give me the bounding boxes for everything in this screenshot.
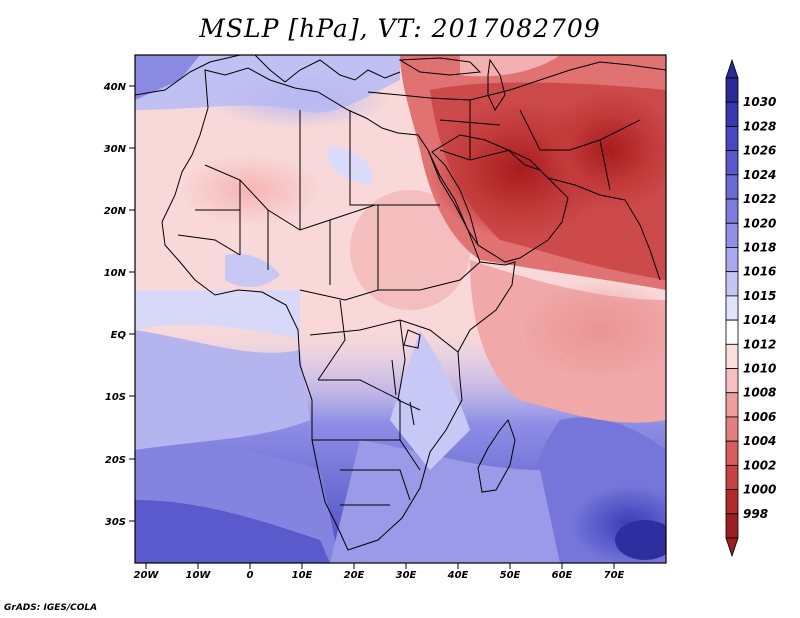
colorbar-swatch xyxy=(725,77,739,103)
lat-tick-40n: 40N xyxy=(103,82,135,93)
colorbar-label: 1016 xyxy=(743,265,776,279)
colorbar-label: 1014 xyxy=(743,313,776,327)
lon-label-10w: 10W xyxy=(186,570,212,581)
colorbar-label: 1030 xyxy=(743,95,776,109)
lon-label-70e: 70E xyxy=(604,570,625,581)
map-frame xyxy=(134,54,667,564)
colorbar-bottom-arrow xyxy=(725,537,739,558)
colorbar-label: 1002 xyxy=(743,458,776,472)
coastlines xyxy=(135,55,666,551)
colorbar-swatch xyxy=(725,198,739,224)
colorbar-swatch xyxy=(725,174,739,200)
lon-label-0: 0 xyxy=(247,570,254,581)
lon-tick-10e: 10E xyxy=(292,563,313,581)
colorbar: 1030 1028 1026 1024 1022 1020 1018 1016 1015 1014… xyxy=(725,58,776,558)
lon-label-10e: 10E xyxy=(292,570,313,581)
lon-tick-60e: 60E xyxy=(552,563,573,581)
colorbar-swatch xyxy=(725,368,739,394)
lon-label-20w: 20W xyxy=(134,570,160,581)
lon-tick-20w: 20W xyxy=(134,563,160,581)
lon-tick-40e: 40E xyxy=(447,563,469,581)
colorbar-swatch xyxy=(725,319,739,345)
colorbar-label: 1024 xyxy=(743,168,776,182)
lat-tick-20n: 20N xyxy=(104,206,135,217)
colorbar-label: 1022 xyxy=(743,192,776,206)
colorbar-label: 1015 xyxy=(743,289,776,303)
lon-label-20e: 20E xyxy=(344,570,365,581)
colorbar-swatch xyxy=(725,513,739,539)
colorbar-swatch xyxy=(725,440,739,466)
lat-label-eq: EQ xyxy=(111,330,127,341)
lat-label-10n: 10N xyxy=(104,268,127,279)
lat-tick-10s: 10S xyxy=(105,392,135,403)
lon-tick-30e: 30E xyxy=(396,563,417,581)
colorbar-swatch xyxy=(725,101,739,127)
colorbar-label: 1028 xyxy=(743,119,776,133)
colorbar-swatch xyxy=(725,464,739,490)
lat-label-20n: 20N xyxy=(104,206,127,217)
lat-tick-eq: EQ xyxy=(111,330,135,341)
colorbar-label: 1018 xyxy=(743,240,776,254)
lon-tick-70e: 70E xyxy=(604,563,625,581)
lat-axis: 40N 30N 20N 10N EQ 10S 20S 30S xyxy=(103,82,135,528)
colorbar-label: 1004 xyxy=(743,434,776,448)
colorbar-swatch xyxy=(725,271,739,297)
colorbar-label: 1010 xyxy=(743,362,776,376)
pressure-field xyxy=(135,55,666,563)
colorbar-label: 1020 xyxy=(743,216,776,230)
lon-label-50e: 50E xyxy=(500,570,521,581)
map-title: MSLP [hPa], VT: 2017082709 xyxy=(199,14,601,43)
colorbar-top-arrow xyxy=(725,58,739,79)
colorbar-swatch xyxy=(725,150,739,176)
colorbar-swatch xyxy=(725,295,739,321)
lon-label-30e: 30E xyxy=(396,570,417,581)
lon-tick-20e: 20E xyxy=(344,563,365,581)
lat-tick-20s: 20S xyxy=(105,455,135,466)
lat-label-40n: 40N xyxy=(103,82,127,93)
lat-label-30s: 30S xyxy=(105,517,126,528)
colorbar-swatch xyxy=(725,247,739,273)
colorbar-label: 1006 xyxy=(743,410,776,424)
lon-tick-10w: 10W xyxy=(186,563,212,581)
colorbar-swatch xyxy=(725,222,739,248)
lat-tick-10n: 10N xyxy=(104,268,135,279)
colorbar-label: 1026 xyxy=(743,144,776,158)
colorbar-swatch xyxy=(725,126,739,152)
colorbar-label: 1008 xyxy=(743,386,776,400)
lon-axis: 20W 10W 0 10E 20E 30E 40E 50E 60E 70E xyxy=(134,563,625,581)
colorbar-label: 1000 xyxy=(743,483,776,497)
lat-tick-30n: 30N xyxy=(104,144,135,155)
footer-credit: GrADS: IGES/COLA xyxy=(4,603,98,613)
lon-label-40e: 40E xyxy=(447,570,469,581)
colorbar-label: 1012 xyxy=(743,337,776,351)
colorbar-label: 998 xyxy=(743,507,768,521)
lat-tick-30s: 30S xyxy=(105,517,135,528)
colorbar-swatch xyxy=(725,489,739,515)
lon-tick-0: 0 xyxy=(247,563,254,581)
lat-label-10s: 10S xyxy=(105,392,126,403)
lon-tick-50e: 50E xyxy=(500,563,521,581)
lon-label-60e: 60E xyxy=(552,570,573,581)
lat-label-20s: 20S xyxy=(105,455,126,466)
lat-label-30n: 30N xyxy=(104,144,127,155)
colorbar-swatch xyxy=(725,343,739,369)
colorbar-swatch xyxy=(725,392,739,418)
colorbar-swatch xyxy=(725,416,739,442)
